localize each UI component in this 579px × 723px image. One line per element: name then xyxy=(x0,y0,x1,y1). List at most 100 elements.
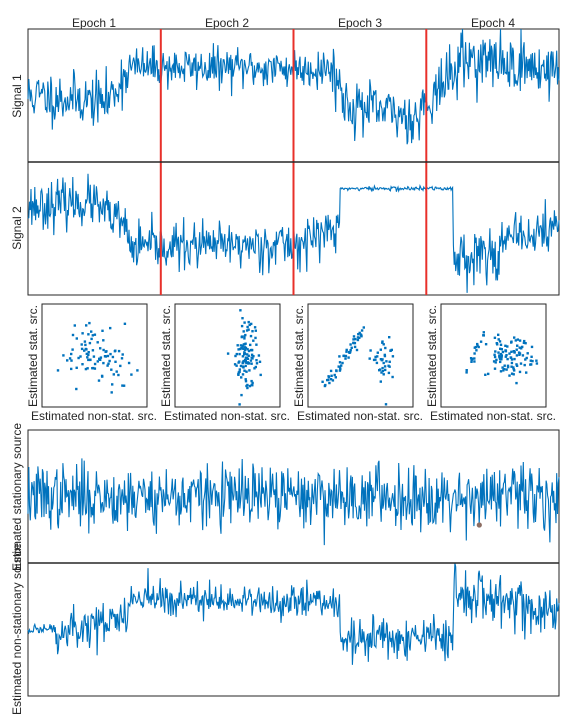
scatter-point xyxy=(353,345,357,349)
scatter-point xyxy=(389,349,392,352)
scatter-point xyxy=(84,367,88,371)
epoch-1-scatter-points xyxy=(56,321,139,394)
scatter-point xyxy=(110,391,113,394)
scatter-point xyxy=(243,343,246,346)
scatter-point xyxy=(501,366,504,369)
scatter-point xyxy=(106,364,109,367)
scatter-point xyxy=(250,348,254,352)
scatter-point xyxy=(338,366,342,369)
scatter-point xyxy=(246,353,249,356)
scatter-point xyxy=(484,373,487,376)
scatter-point xyxy=(379,348,382,351)
scatter-point xyxy=(66,359,69,362)
scatter-point xyxy=(475,349,478,352)
scatter-point xyxy=(240,376,243,379)
scatter-point xyxy=(513,336,516,339)
scatter-point xyxy=(509,356,513,359)
scatter-point xyxy=(344,357,347,360)
scatter-point xyxy=(344,354,348,358)
scatter-point xyxy=(238,370,241,373)
scatter-point xyxy=(381,366,384,370)
scatter-point xyxy=(108,359,111,363)
scatter-point xyxy=(329,378,333,381)
scatter-point xyxy=(87,353,90,356)
scatter-point xyxy=(476,342,479,346)
scatter-point xyxy=(497,333,500,336)
scatter-point xyxy=(88,321,91,325)
scatter-point xyxy=(391,375,394,379)
scatter-point xyxy=(93,362,97,366)
scatter-point xyxy=(87,333,90,336)
scatter-point xyxy=(341,361,344,365)
scatter-point xyxy=(497,351,500,354)
scatter-point xyxy=(506,357,509,361)
scatter-point xyxy=(102,339,105,342)
scatter-point xyxy=(253,367,256,370)
scatter-point xyxy=(70,359,73,362)
scatter-point xyxy=(123,322,127,325)
scatter-point xyxy=(71,348,74,351)
epoch-2-scatter-ylabel: Estimated stat. src. xyxy=(159,305,173,407)
scatter-point xyxy=(530,345,534,349)
scatter-point xyxy=(242,359,245,363)
scatter-point xyxy=(335,369,338,372)
scatter-point xyxy=(243,321,246,324)
scatter-point xyxy=(235,352,238,356)
stationary-source-marker xyxy=(476,522,482,528)
scatter-point xyxy=(243,369,246,372)
scatter-point xyxy=(247,320,250,324)
stationary-source-ylabel: Estimated stationary source xyxy=(10,423,24,571)
scatter-point xyxy=(376,355,379,358)
scatter-point xyxy=(338,355,341,358)
scatter-point xyxy=(85,352,88,356)
scatter-point xyxy=(487,372,490,376)
scatter-point xyxy=(518,339,522,342)
scatter-point xyxy=(87,358,90,362)
scatter-point xyxy=(338,369,342,372)
scatter-point xyxy=(327,375,330,378)
scatter-point xyxy=(234,354,237,358)
scatter-point xyxy=(121,353,124,356)
scatter-point xyxy=(465,369,468,372)
scatter-point xyxy=(358,336,361,339)
scatter-point xyxy=(499,343,503,346)
scatter-point xyxy=(88,341,92,345)
scatter-point xyxy=(114,349,117,352)
scatter-point xyxy=(255,359,258,362)
scatter-point xyxy=(99,358,102,361)
scatter-point xyxy=(383,353,386,357)
scatter-point xyxy=(337,365,340,368)
scatter-point xyxy=(384,368,387,372)
scatter-point xyxy=(524,342,527,345)
stationary-source-panel: Estimated stationary source xyxy=(10,423,560,571)
scatter-point xyxy=(107,362,110,365)
scatter-point xyxy=(101,329,104,332)
scatter-point xyxy=(384,346,387,350)
non-stationary-source-series-line xyxy=(27,562,560,665)
scatter-point xyxy=(338,361,342,364)
scatter-point xyxy=(482,331,485,334)
scatter-point xyxy=(499,370,503,373)
scatter-point xyxy=(239,364,243,368)
scatter-point xyxy=(83,340,87,343)
scatter-point xyxy=(87,351,90,354)
scatter-point xyxy=(508,352,511,355)
scatter-point xyxy=(115,370,118,373)
scatter-point xyxy=(86,367,89,370)
scatter-point xyxy=(247,362,251,365)
scatter-point xyxy=(340,364,343,367)
scatter-point xyxy=(353,341,357,345)
scatter-point xyxy=(80,343,83,346)
scatter-point xyxy=(251,381,254,385)
scatter-point xyxy=(84,343,87,347)
scatter-point xyxy=(75,337,78,340)
scatter-point xyxy=(71,333,75,337)
scatter-point xyxy=(374,358,377,361)
scatter-point xyxy=(236,344,239,347)
scatter-point xyxy=(499,347,502,350)
scatter-point xyxy=(242,347,245,350)
scatter-point xyxy=(251,330,254,333)
scatter-point xyxy=(333,373,336,377)
scatter-point xyxy=(93,333,97,336)
scatter-point xyxy=(523,363,526,367)
